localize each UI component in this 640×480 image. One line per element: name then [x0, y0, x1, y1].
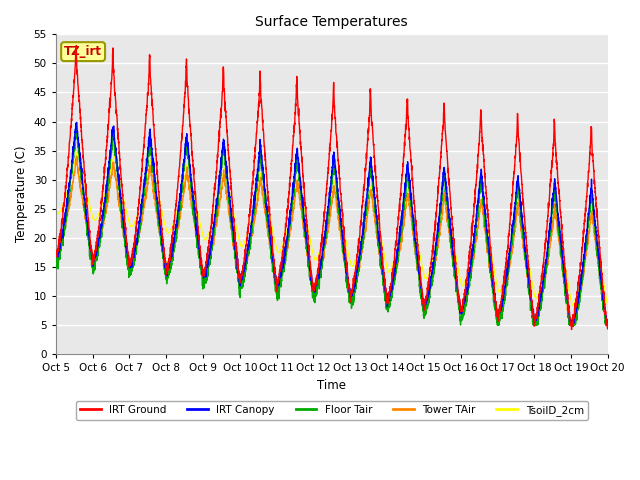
X-axis label: Time: Time: [317, 379, 346, 392]
Legend: IRT Ground, IRT Canopy, Floor Tair, Tower TAir, TsoilD_2cm: IRT Ground, IRT Canopy, Floor Tair, Towe…: [76, 401, 588, 420]
Text: TZ_irt: TZ_irt: [64, 45, 102, 58]
Title: Surface Temperatures: Surface Temperatures: [255, 15, 408, 29]
Y-axis label: Temperature (C): Temperature (C): [15, 146, 28, 242]
